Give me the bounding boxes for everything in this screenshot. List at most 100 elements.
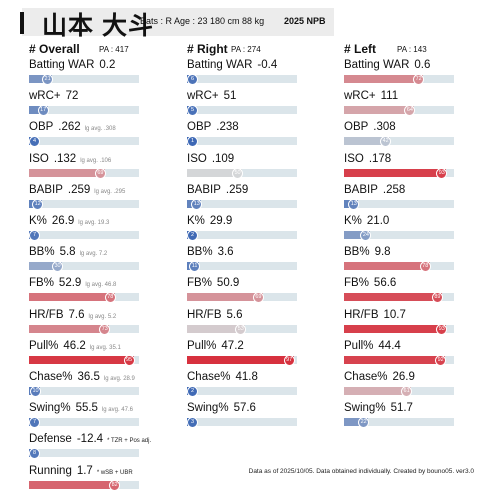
stat-label: ISO .132 lg avg. .106	[29, 153, 111, 165]
percentile-bar	[344, 324, 447, 333]
column-header: # Left PA : 143	[344, 42, 480, 56]
percentile-bar	[344, 231, 371, 239]
percentile-badge: 93	[436, 167, 448, 179]
percentile-badge: 8	[29, 448, 40, 460]
percentile-track: 30	[29, 261, 139, 273]
percentile-track: 50	[187, 167, 297, 179]
stat-label: BB% 9.8	[344, 246, 391, 258]
percentile-track: 93	[344, 167, 454, 179]
stat-name: OBP	[344, 121, 369, 134]
stat-value: 51	[223, 90, 237, 103]
column-title: # Left	[344, 42, 377, 56]
stat-name: BABIP	[187, 183, 221, 196]
stat-label: Pull% 44.4	[344, 340, 401, 352]
stat-row: FB% 50.9 69	[187, 275, 337, 306]
stat-label: BB% 3.6	[187, 246, 234, 258]
stat-name: FB%	[344, 277, 369, 290]
stat-label: Swing% 55.5 lg avg. 47.6	[29, 402, 133, 414]
percentile-track: 5	[187, 105, 297, 117]
stat-value: .238	[216, 121, 239, 134]
percentile-badge: 95	[123, 354, 135, 366]
stat-row: Batting WAR 0.6 72	[344, 57, 480, 88]
percentile-track: 78	[344, 261, 454, 273]
season-label: 2025 NPB	[284, 16, 326, 26]
stat-label: HR/FB 5.6	[187, 309, 243, 321]
stat-row: HR/FB 10.7 93	[344, 307, 480, 338]
stat-row: BABIP .258 13	[344, 182, 480, 213]
percentile-track: 92	[344, 354, 454, 366]
stat-name: ISO	[344, 152, 364, 165]
percentile-bar	[187, 324, 246, 333]
stat-row: BABIP .259 lg avg. .295 12	[29, 182, 179, 213]
stat-name: ISO	[29, 152, 49, 165]
stat-row: ISO .178 93	[344, 151, 480, 182]
stat-name: Chase%	[29, 371, 73, 383]
percentile-badge: 93	[436, 323, 448, 335]
stat-row: wRC+ 72 17	[29, 88, 179, 119]
percentile-badge: 82	[109, 479, 121, 491]
percentile-bar	[29, 355, 134, 364]
stat-row: Pull% 44.4 92	[344, 338, 480, 369]
stat-label: FB% 50.9	[187, 277, 239, 289]
stat-row: OBP .262 lg avg. .308 4	[29, 119, 179, 150]
stat-row: Chase% 26.9 61	[344, 369, 480, 400]
league-average: lg avg. 28.9	[103, 376, 135, 382]
percentile-bar	[344, 137, 391, 146]
percentile-track: 4	[29, 136, 139, 148]
percentile-badge: 30	[52, 261, 63, 273]
percentile-track: 7	[29, 417, 139, 429]
percentile-track: 3	[187, 417, 297, 429]
percentile-bar	[344, 168, 447, 177]
stat-label: K% 29.9	[187, 215, 232, 227]
percentile-badge: 53	[235, 323, 247, 335]
stat-label: Batting WAR -0.4	[187, 59, 277, 71]
percentile-track: 22	[344, 417, 454, 429]
percentile-bar	[344, 262, 430, 271]
column-header: # Right PA : 274	[187, 42, 327, 56]
stat-name: K%	[29, 215, 47, 227]
stat-label: Running 1.7 * wSB + UBR	[29, 465, 133, 477]
stat-label: OBP .262 lg avg. .308	[29, 121, 116, 133]
percentile-badge: 21	[42, 74, 54, 85]
percentile-badge: 61	[401, 386, 413, 397]
percentile-badge: 10	[30, 386, 41, 397]
stat-name: HR/FB	[344, 308, 379, 321]
percentile-track: 69	[29, 167, 139, 179]
stat-name: Batting WAR	[29, 59, 95, 71]
percentile-badge: 78	[104, 292, 116, 304]
stat-row: Swing% 55.5 lg avg. 47.6 7	[29, 400, 179, 431]
stat-name: BABIP	[29, 183, 63, 196]
plate-appearances: PA : 274	[231, 45, 261, 54]
stat-row: Defense -12.4 * TZR + Pos adj. 8	[29, 431, 179, 462]
stat-row: HR/FB 5.6 53	[187, 307, 337, 338]
percentile-track: 53	[187, 323, 297, 335]
stat-value: .259	[225, 183, 249, 196]
percentile-bar	[344, 387, 412, 395]
percentile-badge: 2	[187, 230, 198, 241]
stat-row: wRC+ 51 5	[187, 88, 337, 119]
percentile-bar	[29, 293, 115, 302]
stat-label: wRC+ 72	[29, 90, 78, 102]
league-average: lg avg. 5.2	[88, 313, 117, 320]
league-average: lg avg. 7.2	[79, 251, 108, 258]
stat-value: 1.7	[76, 464, 93, 477]
stat-label: Pull% 47.2	[187, 340, 244, 352]
plate-appearances: PA : 417	[99, 45, 129, 54]
percentile-badge: 7	[29, 417, 40, 429]
stat-label: BABIP .259 lg avg. .295	[29, 184, 125, 196]
stat-label: BABIP .258	[344, 184, 405, 196]
stat-value: 5.8	[59, 246, 76, 259]
stat-value: 51.7	[390, 402, 413, 415]
stat-name: BB%	[29, 246, 55, 259]
stat-name: Chase%	[344, 371, 388, 383]
stat-value: 36.5	[77, 371, 100, 383]
stat-value: .132	[53, 152, 77, 165]
percentile-badge: 50	[232, 167, 243, 179]
stat-value: 72	[65, 90, 79, 103]
stat-value: 26.9	[392, 371, 415, 383]
stat-row: BB% 5.8 lg avg. 7.2 30	[29, 244, 179, 275]
stat-label: Swing% 51.7	[344, 402, 413, 414]
stat-name: BB%	[344, 246, 370, 259]
stat-label: wRC+ 111	[344, 90, 398, 102]
percentile-bar	[29, 480, 120, 489]
